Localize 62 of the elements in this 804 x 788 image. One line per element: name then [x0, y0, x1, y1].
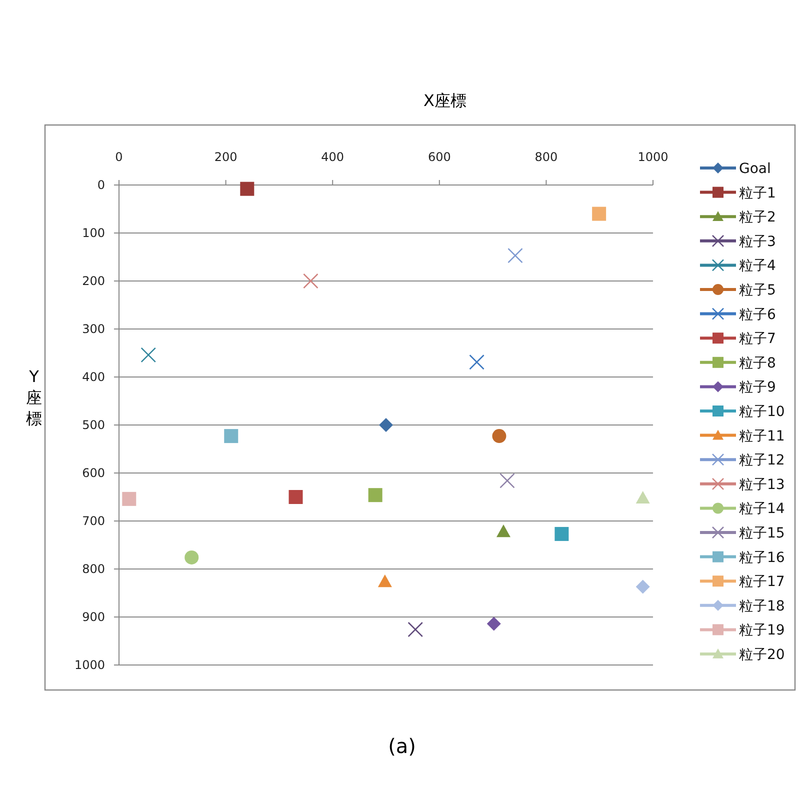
x-tick-label: 600: [428, 150, 451, 164]
y-axis-title: Y座標: [26, 367, 42, 428]
y-tick-label: 400: [82, 370, 105, 384]
point: [636, 490, 650, 504]
point: [500, 473, 515, 488]
point: [592, 206, 606, 221]
point: [303, 273, 318, 289]
x-tick-label: 0: [115, 150, 123, 164]
point: [469, 354, 484, 370]
point: [492, 429, 506, 444]
y-tick-label: 500: [82, 418, 105, 432]
legend-label: 粒子2: [739, 210, 776, 226]
y-tick-label: 200: [82, 274, 105, 288]
legend-label: 粒子18: [739, 598, 785, 614]
legend-label: 粒子5: [739, 282, 776, 298]
y-tick-label: 900: [82, 610, 105, 624]
y-tick-label: 1000: [74, 658, 105, 672]
legend-label: 粒子17: [739, 574, 785, 590]
legend-label: 粒子15: [739, 526, 785, 542]
legend-label: 粒子3: [739, 234, 776, 250]
legend-label: 粒子19: [739, 622, 785, 639]
legend-label: 粒子8: [739, 355, 776, 372]
legend-label: 粒子4: [739, 258, 776, 274]
y-tick-label: 600: [82, 466, 105, 480]
y-tick-label: 800: [82, 562, 105, 576]
y-tick-label: 0: [97, 178, 105, 192]
legend-label: 粒子16: [739, 550, 785, 566]
legend-label: 粒子12: [739, 452, 785, 469]
legend-label: 粒子11: [739, 428, 785, 444]
point: [184, 550, 199, 564]
y-tick-label: 100: [82, 226, 105, 240]
point: [122, 492, 136, 506]
point: [508, 248, 523, 264]
point: [368, 488, 382, 502]
legend-label: 粒子6: [739, 306, 776, 323]
x-tick-label: 200: [214, 150, 238, 164]
legend-label: 粒子10: [739, 404, 785, 420]
text: (a): [388, 734, 416, 758]
y-tick-label: 700: [82, 514, 105, 528]
legend-label: 粒子7: [739, 331, 776, 348]
point: [554, 526, 569, 541]
point: [636, 580, 650, 594]
point: [288, 490, 303, 504]
point: [379, 418, 393, 432]
x-axis-title: X座標: [424, 91, 466, 110]
x-tick-label: 400: [321, 150, 344, 164]
point: [224, 429, 238, 444]
point: [240, 182, 254, 196]
legend-label: 粒子13: [739, 476, 785, 493]
x-tick-label: 800: [534, 150, 558, 164]
legend-label: 粒子14: [739, 501, 785, 518]
legend-label: 粒子9: [739, 380, 776, 396]
point: [378, 574, 392, 588]
point: [486, 616, 501, 631]
legend-label: 粒子1: [739, 185, 776, 202]
point: [140, 347, 156, 363]
point: [496, 524, 510, 538]
x-tick-label: 1000: [638, 150, 668, 164]
legend-label: 粒子20: [739, 647, 785, 663]
y-tick-label: 300: [82, 322, 105, 336]
point: [408, 622, 424, 638]
legend-label: Goal: [739, 161, 771, 177]
